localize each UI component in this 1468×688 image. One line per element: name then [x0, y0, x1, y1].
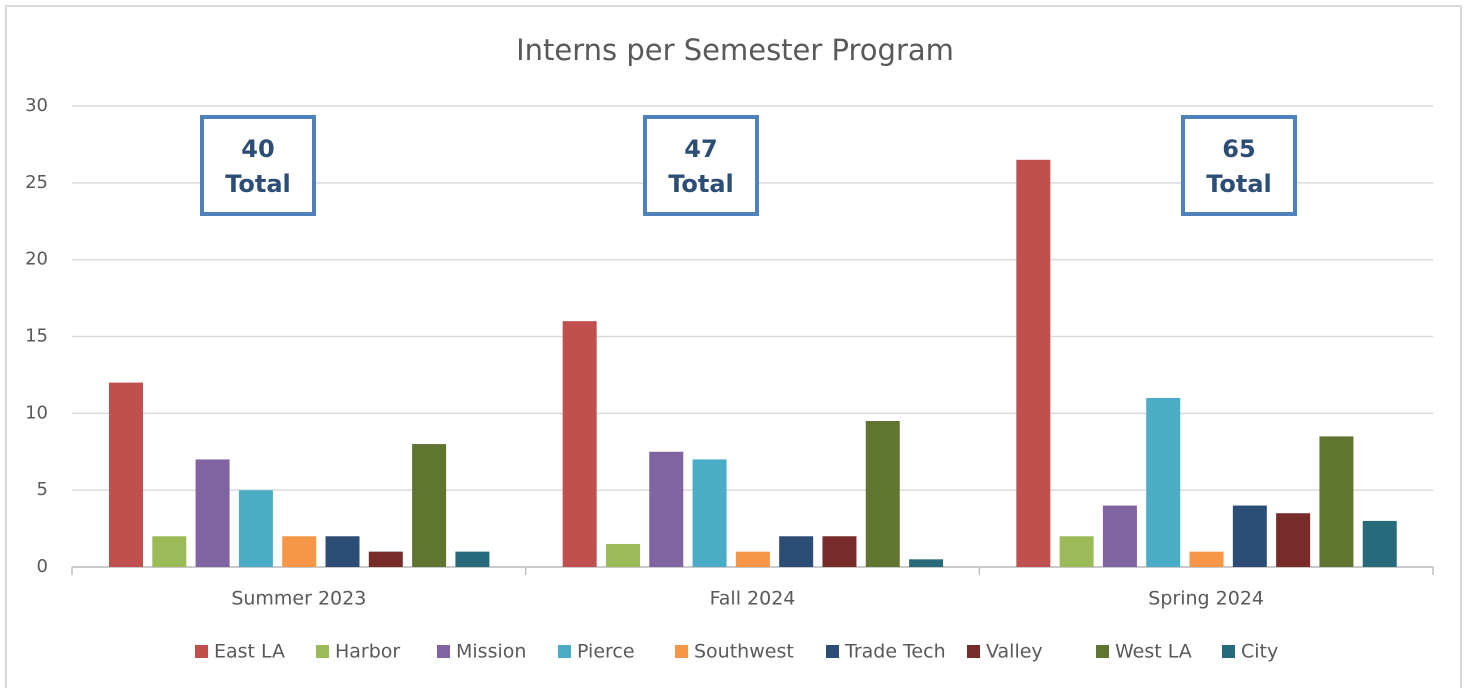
bar — [865, 421, 900, 567]
y-tick-label: 5 — [37, 479, 48, 500]
legend-swatch — [195, 645, 208, 658]
legend-swatch — [316, 645, 329, 658]
legend-label: Harbor — [335, 641, 400, 663]
bar — [562, 321, 597, 567]
bar — [1146, 397, 1181, 567]
y-tick-label: 20 — [25, 249, 48, 270]
bar — [109, 382, 143, 567]
bar — [649, 451, 684, 567]
annotation-box — [200, 115, 316, 216]
y-tick-label: 0 — [37, 556, 48, 577]
bar — [195, 459, 230, 567]
annotation-text: Total — [1206, 170, 1272, 198]
bar — [238, 490, 273, 567]
annotation-box — [1181, 115, 1297, 216]
x-tick-label: Spring 2024 — [1148, 588, 1264, 610]
bar — [368, 551, 403, 567]
bar — [325, 536, 360, 567]
bar — [152, 536, 187, 567]
legend-label: Trade Tech — [844, 641, 946, 663]
legend-label: Southwest — [694, 641, 794, 663]
y-tick-label: 15 — [25, 326, 48, 347]
annotation-box — [643, 115, 759, 216]
legend-swatch — [675, 645, 688, 658]
bar — [1276, 513, 1311, 567]
legend-swatch — [967, 645, 980, 658]
annotation-text: 40 — [241, 135, 274, 163]
legend-swatch — [437, 645, 450, 658]
bar — [1319, 436, 1354, 567]
legend-swatch — [1096, 645, 1109, 658]
legend-swatch — [1222, 645, 1235, 658]
bar — [1362, 520, 1397, 567]
y-tick-label: 10 — [25, 402, 48, 423]
bar — [1059, 536, 1094, 567]
bar — [822, 536, 857, 567]
bar — [692, 459, 727, 567]
chart-title: Interns per Semester Program — [516, 33, 954, 67]
annotation-text: Total — [225, 170, 291, 198]
bar — [455, 551, 490, 567]
y-tick-label: 30 — [25, 95, 48, 116]
bar — [282, 536, 317, 567]
legend-label: Mission — [456, 641, 526, 663]
bar — [735, 551, 770, 567]
legend-swatch — [558, 645, 571, 658]
chart-frame — [5, 5, 1462, 688]
legend-label: East LA — [214, 641, 285, 663]
bar — [605, 543, 640, 567]
legend-label: Pierce — [577, 641, 635, 663]
legend-label: Valley — [986, 641, 1043, 663]
x-tick-label: Summer 2023 — [231, 588, 366, 610]
x-tick-label: Fall 2024 — [710, 588, 796, 610]
annotation-text: 65 — [1222, 135, 1255, 163]
legend-swatch — [826, 645, 839, 658]
annotation-text: 47 — [684, 135, 717, 163]
bar — [1102, 505, 1137, 567]
bar — [909, 559, 944, 567]
legend-label: West LA — [1115, 641, 1192, 663]
annotation-text: Total — [668, 170, 734, 198]
bar — [779, 536, 814, 567]
legend-label: City — [1241, 641, 1278, 663]
bar — [1232, 505, 1267, 567]
bar — [1016, 159, 1051, 568]
bar — [1189, 551, 1224, 567]
bar — [412, 444, 447, 567]
y-tick-label: 25 — [25, 172, 48, 193]
